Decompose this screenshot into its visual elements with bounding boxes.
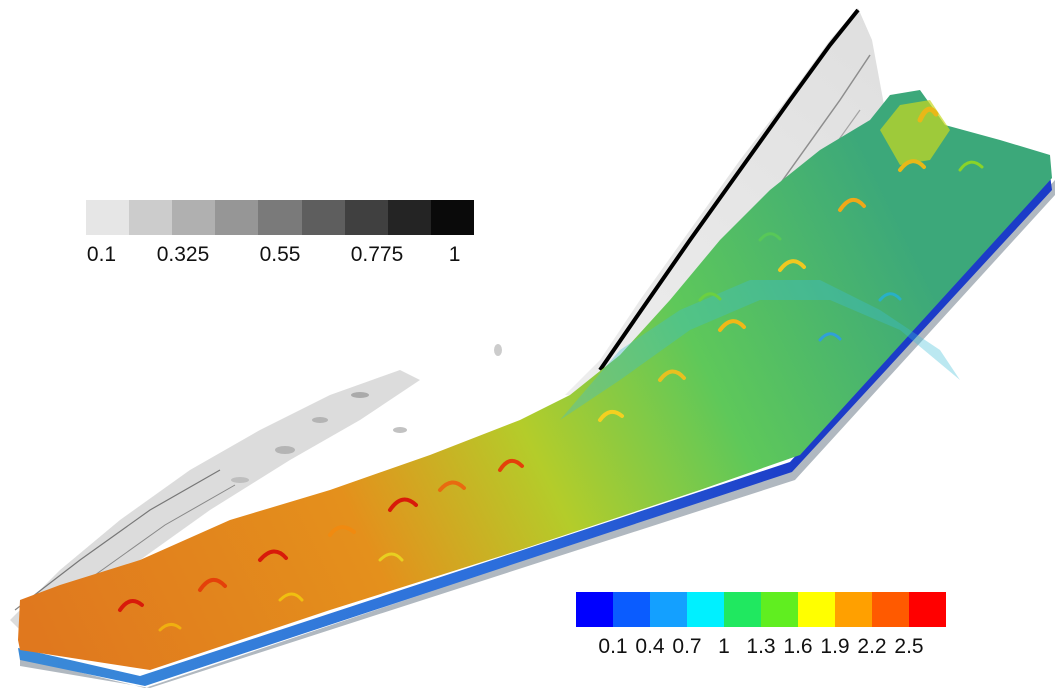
color-legend-label: 1.3 <box>746 635 776 658</box>
grayscale-legend-swatch <box>430 200 474 235</box>
color-legend-label: 1.9 <box>820 635 850 658</box>
color-legend-label: 2.2 <box>857 635 887 658</box>
color-legend-bar <box>576 592 946 627</box>
color-legend-label: 0.1 <box>598 635 628 658</box>
grayscale-legend-swatch <box>172 200 216 235</box>
color-legend-swatch <box>761 592 798 627</box>
grayscale-legend-swatch <box>129 200 173 235</box>
color-legend-swatch <box>650 592 687 627</box>
color-legend-swatch <box>724 592 761 627</box>
grayscale-legend-bar <box>86 200 474 235</box>
grayscale-legend-label: 0.775 <box>350 243 404 266</box>
color-legend-swatch <box>687 592 724 627</box>
color-legend-swatch <box>576 592 613 627</box>
grayscale-legend-labels: 0.1 0.325 0.55 0.775 1 <box>86 242 474 268</box>
shock-line <box>598 8 860 372</box>
color-legend: 0.1 0.4 0.7 1 1.3 1.6 1.9 2.2 2.5 <box>576 592 946 660</box>
vortex-surface <box>18 90 1055 688</box>
grayscale-legend-swatch <box>86 200 130 235</box>
color-legend-swatch <box>613 592 650 627</box>
grayscale-legend-swatch <box>215 200 259 235</box>
color-legend-labels: 0.1 0.4 0.7 1 1.3 1.6 1.9 2.2 2.5 <box>576 634 946 660</box>
color-legend-label: 0.4 <box>635 635 665 658</box>
color-legend-swatch <box>835 592 872 627</box>
grayscale-legend-label: 0.55 <box>259 243 301 266</box>
color-legend-label: 1 <box>718 635 730 658</box>
color-legend-label: 0.7 <box>672 635 702 658</box>
color-legend-swatch <box>909 592 946 627</box>
color-legend-label: 2.5 <box>894 635 924 658</box>
grayscale-legend-swatch <box>258 200 302 235</box>
color-legend-swatch <box>872 592 909 627</box>
vortex-region <box>18 90 1052 670</box>
color-legend-label: 1.6 <box>783 635 813 658</box>
grayscale-legend-label: 0.1 <box>86 243 117 266</box>
grayscale-legend-swatch <box>387 200 431 235</box>
grayscale-legend-label: 1 <box>448 243 461 266</box>
grayscale-legend: 0.1 0.325 0.55 0.775 1 <box>86 200 474 268</box>
grayscale-legend-label: 0.325 <box>156 243 210 266</box>
color-legend-swatch <box>798 592 835 627</box>
grayscale-legend-swatch <box>344 200 388 235</box>
grayscale-legend-swatch <box>301 200 345 235</box>
